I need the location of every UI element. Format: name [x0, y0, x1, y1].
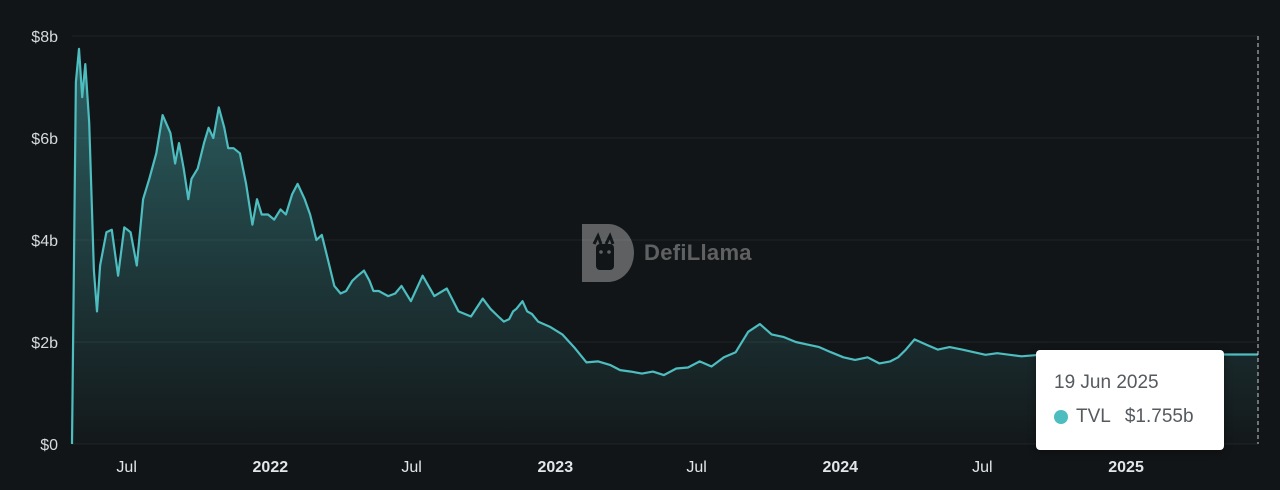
tooltip-series-dot-icon — [1054, 410, 1068, 424]
y-tick-label: $4b — [31, 233, 58, 250]
tooltip-series-label: TVL — [1076, 406, 1111, 427]
series-area — [72, 48, 1258, 445]
y-tick-label: $8b — [31, 29, 58, 46]
x-tick-label: 2025 — [1108, 459, 1144, 476]
series-line — [70, 47, 1258, 445]
x-tick-label: 2023 — [538, 459, 574, 476]
y-tick-label: $6b — [31, 131, 58, 148]
y-tick-label: $0 — [40, 437, 58, 454]
x-tick-label: Jul — [972, 459, 992, 476]
tooltip: 19 Jun 2025 TVL $1.755b — [1036, 350, 1224, 450]
tooltip-row: TVL $1.755b — [1054, 406, 1194, 428]
x-tick-label: Jul — [116, 459, 136, 476]
x-tick-label: 2022 — [253, 459, 289, 476]
x-tick-label: 2024 — [822, 459, 858, 476]
tooltip-value: $1.755b — [1124, 406, 1194, 427]
y-tick-label: $2b — [31, 335, 58, 352]
tooltip-date: 19 Jun 2025 — [1054, 372, 1159, 393]
x-tick-label: Jul — [686, 459, 706, 476]
x-tick-label: Jul — [401, 459, 421, 476]
